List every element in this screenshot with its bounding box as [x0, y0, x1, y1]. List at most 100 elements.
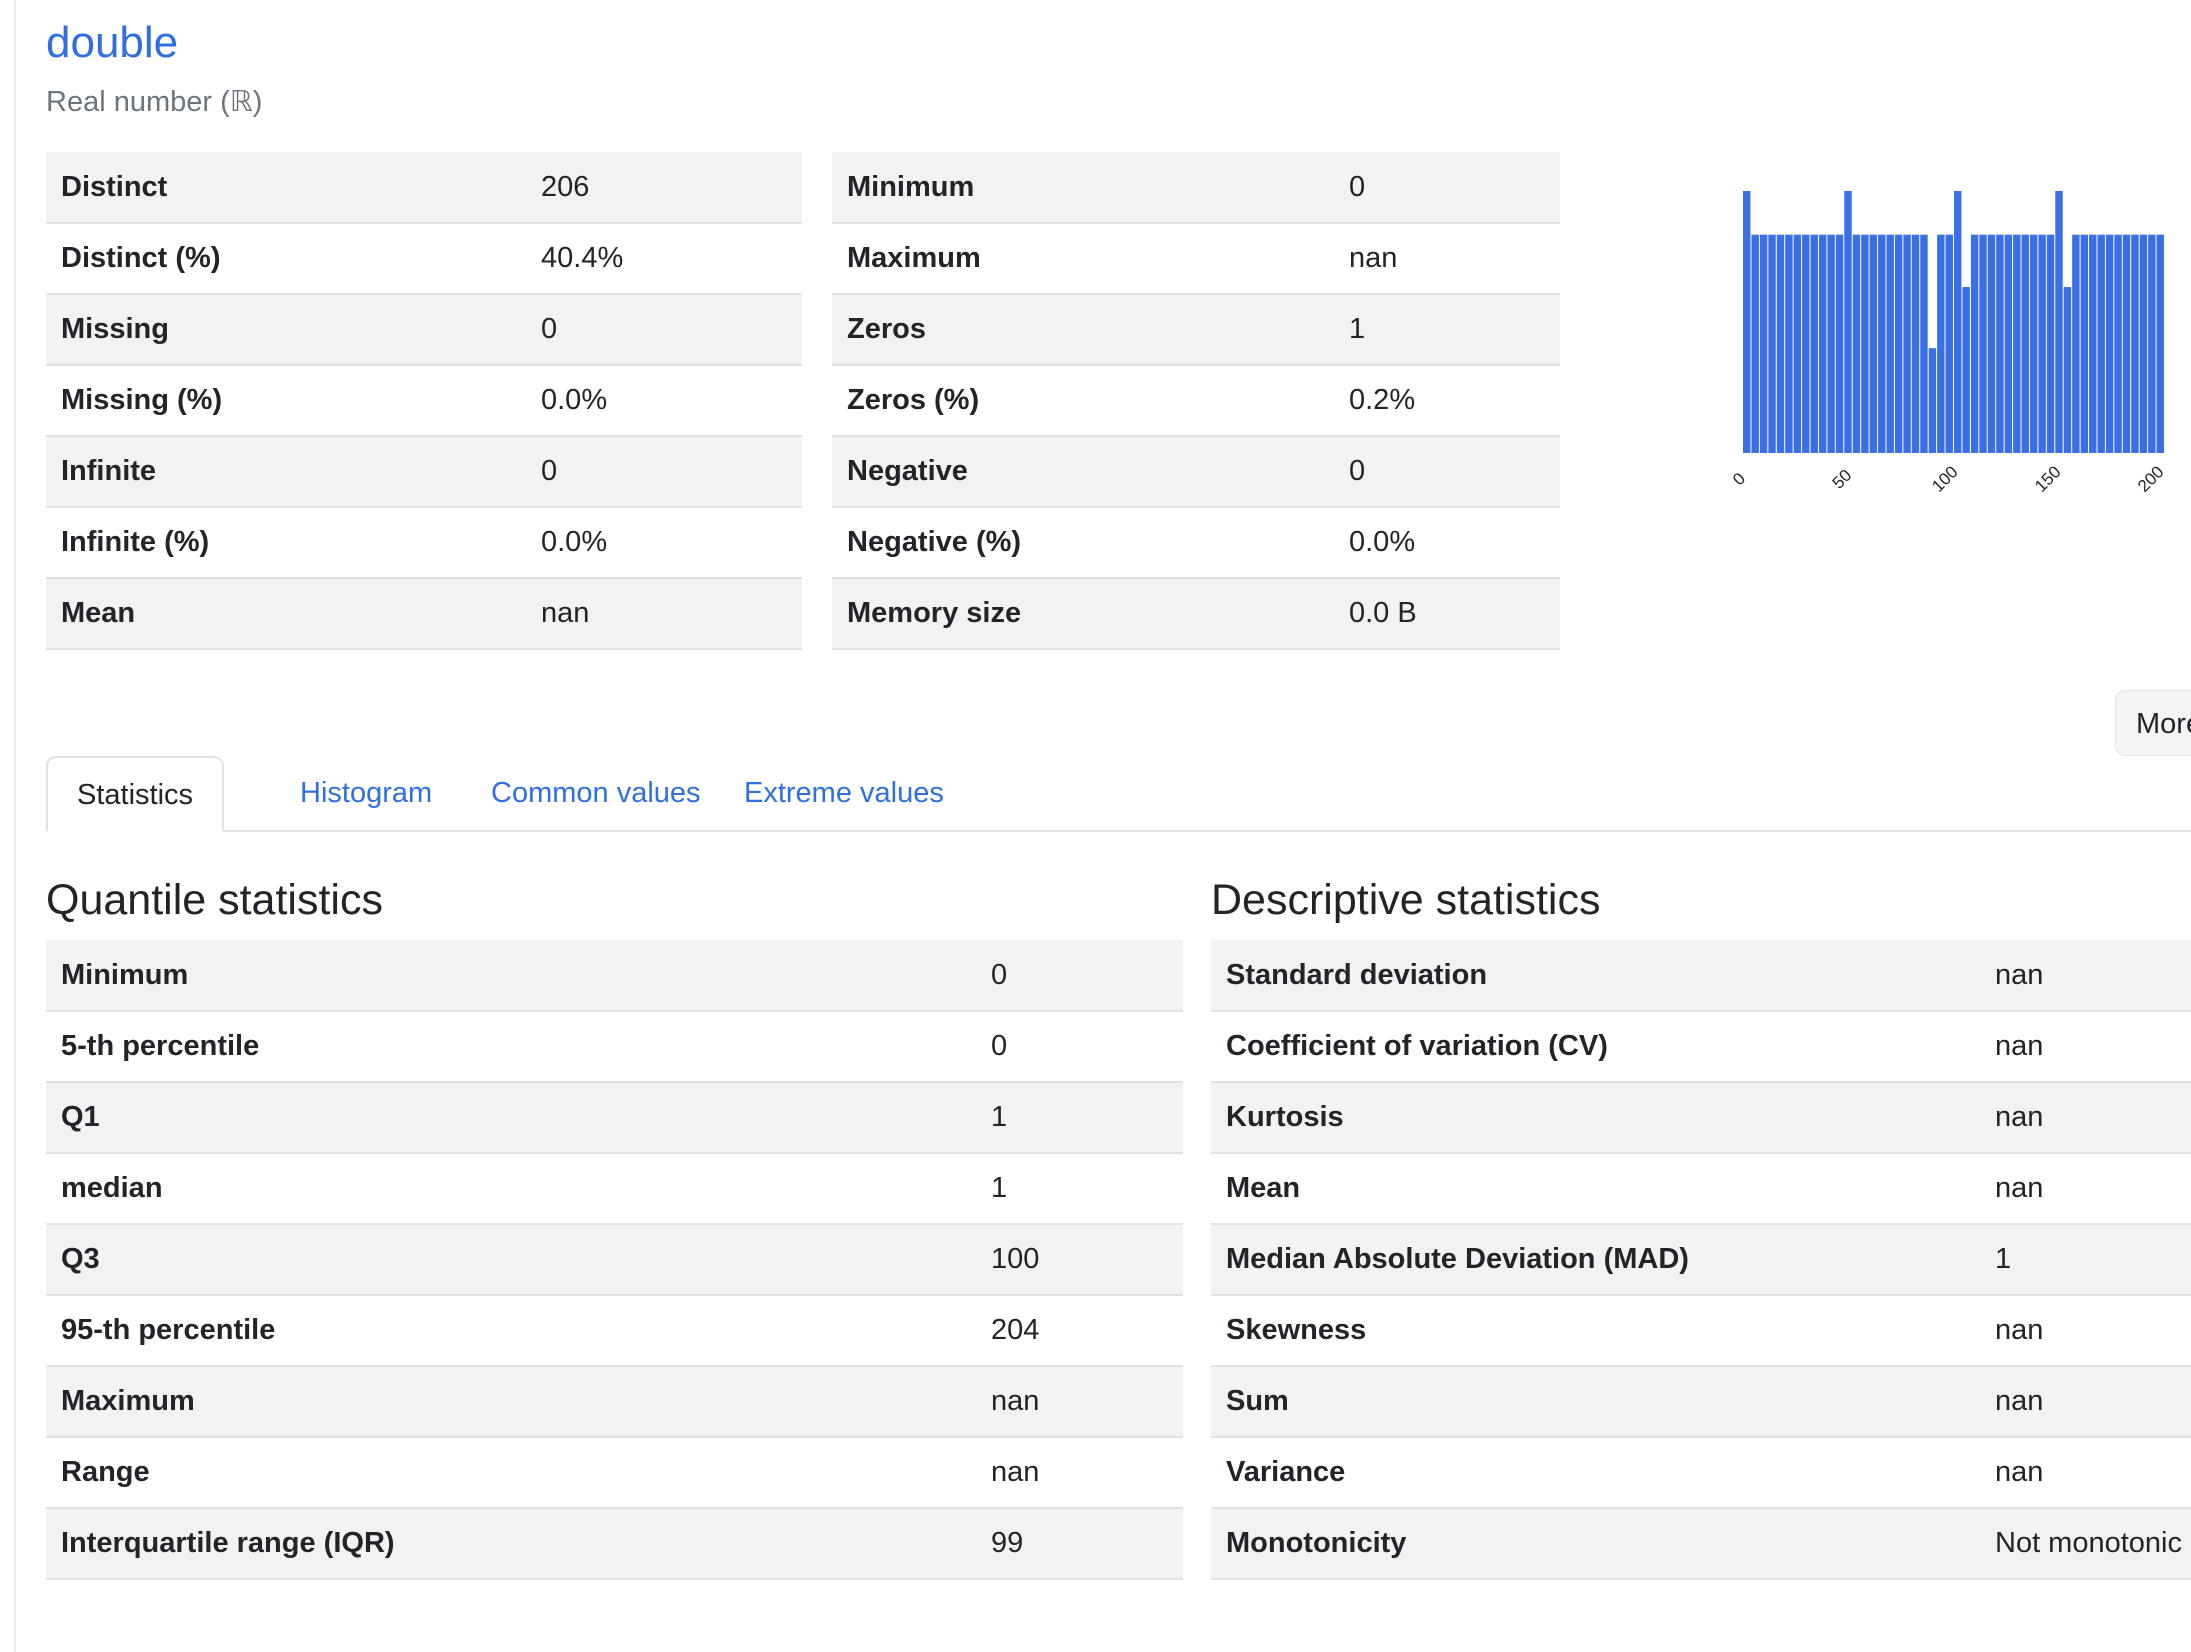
variable-name[interactable]: double — [46, 18, 179, 67]
table-row: Minimum 0 — [832, 152, 1560, 224]
histogram-bar — [1751, 234, 1759, 453]
histogram-bar — [1743, 191, 1751, 453]
stat-label: Missing (%) — [46, 365, 526, 437]
stat-value: 1 — [976, 1082, 1183, 1154]
table-row: Negative 0 — [832, 436, 1560, 508]
stat-label: Mean — [46, 578, 526, 650]
histogram-bar — [2156, 234, 2164, 453]
histogram-bar — [2105, 234, 2114, 453]
histogram-bar — [2139, 234, 2148, 453]
stat-value: 0.0% — [526, 507, 802, 579]
stat-value: 0.2% — [1334, 365, 1560, 437]
stat-label: Zeros (%) — [832, 365, 1334, 437]
stat-label: Zeros — [832, 294, 1334, 366]
table-row: Distinct 206 — [46, 152, 802, 224]
histogram-bar — [2072, 234, 2080, 453]
stat-value: nan — [1980, 1437, 2191, 1509]
tab-extreme-values[interactable]: Extreme values — [744, 777, 944, 809]
histogram-bar — [1987, 234, 1996, 453]
histogram-bar — [2097, 234, 2105, 453]
histogram-bar — [2013, 234, 2021, 453]
overview-table-right: Minimum 0 Maximum nan Zeros 1 Zeros (%) 0.2%… — [832, 152, 1560, 650]
table-row: Range nan — [46, 1437, 1183, 1509]
more-details-button[interactable]: More — [2115, 690, 2191, 756]
table-row: Coefficient of variation (CV) nan — [1211, 1011, 2191, 1083]
stat-value: nan — [976, 1366, 1183, 1438]
table-row: Negative (%) 0.0% — [832, 507, 1560, 579]
stat-label: Monotonicity — [1211, 1508, 1980, 1580]
histogram-bar — [1776, 234, 1785, 453]
stat-value: 1 — [976, 1153, 1183, 1225]
table-row: 95-th percentile 204 — [46, 1295, 1183, 1367]
stat-label: Interquartile range (IQR) — [46, 1508, 976, 1580]
table-row: Q1 1 — [46, 1082, 1183, 1154]
histogram-bar — [1852, 234, 1861, 453]
histogram-bar — [1844, 191, 1852, 453]
stat-label: 5-th percentile — [46, 1011, 976, 1083]
tab-bar: Statistics Histogram Common values Extre… — [46, 756, 2191, 832]
histogram-bar — [2055, 191, 2063, 453]
histogram-bar — [2089, 234, 2097, 453]
table-row: Standard deviation nan — [1211, 940, 2191, 1012]
stat-value: nan — [1980, 1366, 2191, 1438]
stat-value: 0.0% — [1334, 507, 1560, 579]
table-row: Zeros 1 — [832, 294, 1560, 366]
table-row: Zeros (%) 0.2% — [832, 365, 1560, 437]
table-row: Memory size 0.0 B — [832, 578, 1560, 650]
quantile-statistics-table: Minimum 0 5-th percentile 0 Q1 1 median 1 Q3… — [46, 940, 1183, 1580]
histogram-bar — [1903, 234, 1911, 453]
table-row: Mean nan — [46, 578, 802, 650]
table-row: Interquartile range (IQR) 99 — [46, 1508, 1183, 1580]
histogram-bar — [2080, 234, 2089, 453]
stat-label: Q1 — [46, 1082, 976, 1154]
histogram-bar — [2148, 234, 2156, 453]
histogram-bar — [1869, 234, 1878, 453]
overview-table-left: Distinct 206 Distinct (%) 40.4% Missing 0 M… — [46, 152, 802, 650]
stat-label: Infinite — [46, 436, 526, 508]
stat-value: nan — [526, 578, 802, 650]
histogram-bar — [2038, 234, 2046, 453]
mini-histogram: 0 50 100 150 200 — [1729, 191, 2168, 496]
stat-value: 1 — [1334, 294, 1560, 366]
stat-value: 0 — [976, 1011, 1183, 1083]
table-row: median 1 — [46, 1153, 1183, 1225]
histogram-bar — [2046, 234, 2055, 453]
histogram-bar — [1911, 234, 1920, 453]
stat-value: nan — [1980, 1011, 2191, 1083]
stat-label: median — [46, 1153, 976, 1225]
stat-label: Coefficient of variation (CV) — [1211, 1011, 1980, 1083]
table-row: Minimum 0 — [46, 940, 1183, 1012]
stat-value: nan — [976, 1437, 1183, 1509]
stat-value: 0 — [1334, 152, 1560, 224]
descriptive-statistics-table: Standard deviation nan Coefficient of var… — [1211, 940, 2191, 1580]
histogram-bar — [1878, 234, 1886, 453]
stat-label: Infinite (%) — [46, 507, 526, 579]
stat-label: Maximum — [46, 1366, 976, 1438]
histogram-bar — [1768, 234, 1776, 453]
histogram-bar — [2131, 234, 2139, 453]
stat-label: Kurtosis — [1211, 1082, 1980, 1154]
table-row: Maximum nan — [832, 223, 1560, 295]
stat-value: 1 — [1980, 1224, 2191, 1296]
left-border — [14, 0, 16, 1652]
histogram-tick-label: 100 — [1928, 462, 1961, 495]
descriptive-statistics-title: Descriptive statistics — [1211, 876, 1601, 924]
histogram-bar — [1835, 234, 1844, 453]
histogram-tick-label: 150 — [2031, 462, 2064, 495]
tab-common-values[interactable]: Common values — [491, 777, 701, 809]
histogram-bar — [1894, 234, 1903, 453]
table-row: Variance nan — [1211, 1437, 2191, 1509]
stat-label: Negative (%) — [832, 507, 1334, 579]
stat-value: 0 — [976, 940, 1183, 1012]
stat-label: Memory size — [832, 578, 1334, 650]
tab-histogram[interactable]: Histogram — [300, 777, 433, 809]
stat-label: Distinct — [46, 152, 526, 224]
tab-statistics[interactable]: Statistics — [46, 756, 225, 832]
table-row: Kurtosis nan — [1211, 1082, 2191, 1154]
table-row: Q3 100 — [46, 1224, 1183, 1296]
stat-label: 95-th percentile — [46, 1295, 976, 1367]
histogram-bar — [2122, 234, 2131, 453]
stat-label: Range — [46, 1437, 976, 1509]
histogram-bar — [1793, 234, 1802, 453]
stat-label: Mean — [1211, 1153, 1980, 1225]
